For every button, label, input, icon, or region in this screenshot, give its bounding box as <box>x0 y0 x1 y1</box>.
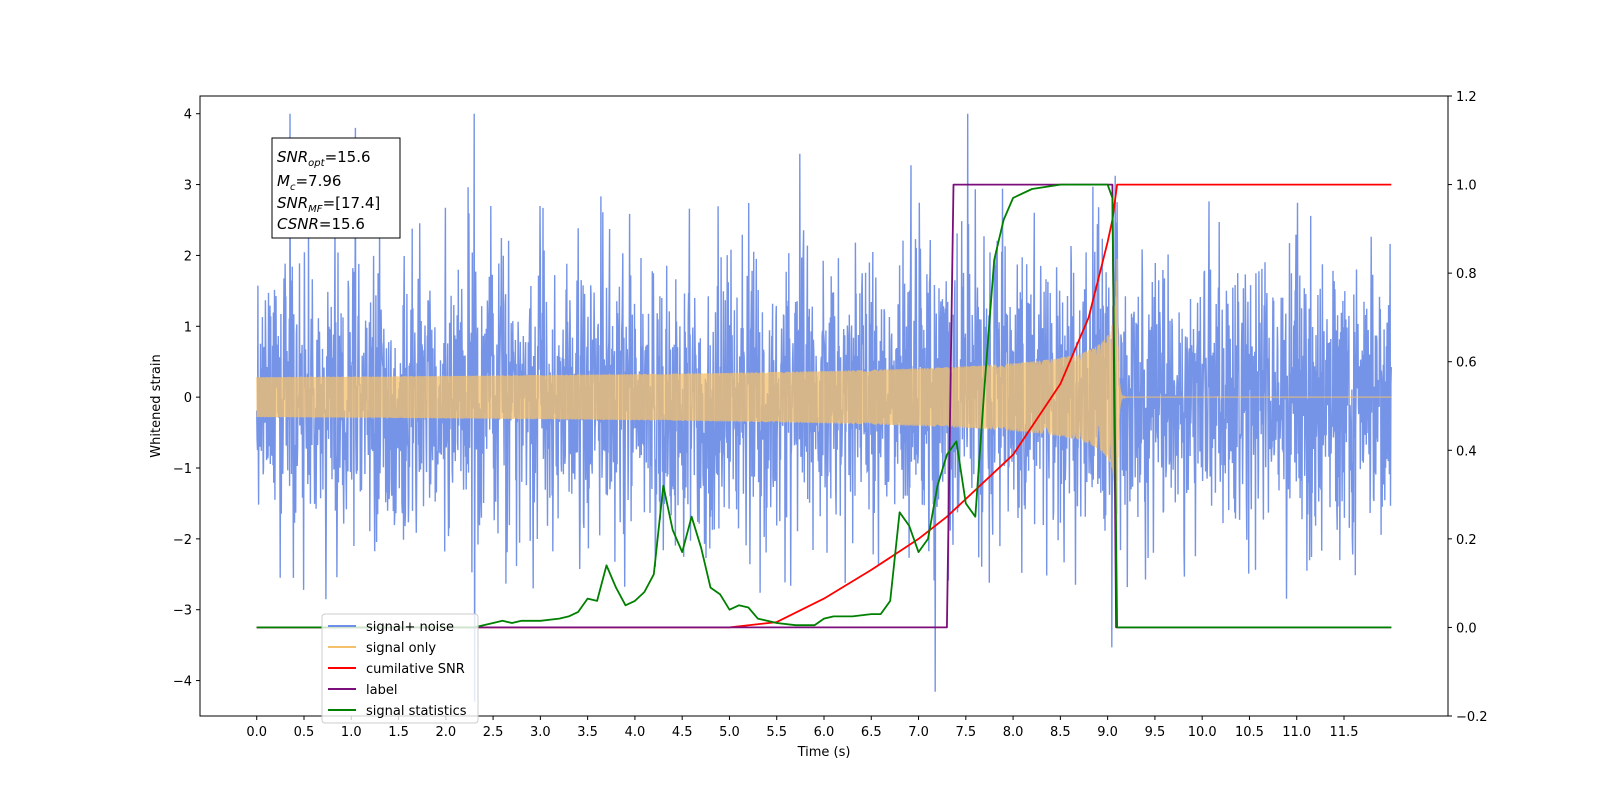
y-left-tick-label-1: −3 <box>173 604 192 619</box>
y-axis-right: −0.2 0.0 0.2 0.4 0.6 0.8 1.0 1.2 <box>1448 90 1488 725</box>
annotation-line-csnr: CSNR=15.6 <box>277 215 365 233</box>
x-tick-label-8: 4.0 <box>625 725 646 740</box>
y-left-tick-label-6: 2 <box>184 249 192 264</box>
series-signal-only <box>256 258 1392 528</box>
x-tick-label-12: 6.0 <box>814 725 835 740</box>
legend-label-signal-only: signal only <box>366 641 436 656</box>
y-right-tick-label-2: 0.2 <box>1456 533 1477 548</box>
y-right-tick-label-4: 0.6 <box>1456 356 1477 371</box>
y-left-tick-label-2: −2 <box>173 533 192 548</box>
x-tick-label-18: 9.0 <box>1097 725 1118 740</box>
y-right-tick-label-5: 0.8 <box>1456 267 1477 282</box>
x-tick-label-1: 0.5 <box>294 725 315 740</box>
y-right-tick-label-6: 1.0 <box>1456 179 1477 194</box>
x-tick-label-7: 3.5 <box>577 725 598 740</box>
x-tick-label-14: 7.0 <box>908 725 929 740</box>
y-left-tick-label-7: 3 <box>184 179 192 194</box>
x-tick-label-2: 1.0 <box>341 725 362 740</box>
annotation-line-snr-opt: SNRopt=15.6 <box>277 148 371 169</box>
y-left-tick-label-5: 1 <box>184 320 192 335</box>
x-axis-title: Time (s) <box>797 745 851 760</box>
x-tick-label-10: 5.0 <box>719 725 740 740</box>
legend-label-signal-noise: signal+ noise <box>366 620 454 635</box>
x-tick-label-13: 6.5 <box>861 725 882 740</box>
x-tick-label-16: 8.0 <box>1003 725 1024 740</box>
x-tick-label-17: 8.5 <box>1050 725 1071 740</box>
series-signal-statistics <box>256 183 1392 629</box>
y-right-tick-label-1: 0.0 <box>1456 621 1477 636</box>
x-tick-label-19: 9.5 <box>1145 725 1166 740</box>
legend-label-label: label <box>366 683 397 698</box>
legend: signal+ noise signal only cumilative SNR… <box>321 613 479 724</box>
annotation-box: SNRopt=15.6 Mc=7.96 SNRMF=[17.4] CSNR=15… <box>271 137 401 239</box>
y-axis-left: −4 −3 −2 −1 0 1 2 3 4 <box>173 108 200 690</box>
x-tick-label-23: 11.5 <box>1330 725 1359 740</box>
y-left-tick-label-4: 0 <box>184 391 192 406</box>
x-tick-label-21: 10.5 <box>1235 725 1264 740</box>
x-tick-label-6: 3.0 <box>530 725 551 740</box>
legend-label-cumulative-snr: cumilative SNR <box>366 662 465 677</box>
y-right-tick-label-0: −0.2 <box>1456 710 1488 725</box>
y-right-tick-label-7: 1.2 <box>1456 90 1477 105</box>
x-tick-label-22: 11.0 <box>1282 725 1311 740</box>
x-tick-label-0: 0.0 <box>246 725 267 740</box>
annotation-line-snr-mf: SNRMF=[17.4] <box>277 194 380 215</box>
y-right-tick-label-3: 0.4 <box>1456 444 1477 459</box>
x-tick-label-15: 7.5 <box>955 725 976 740</box>
legend-label-signal-statistics: signal statistics <box>366 704 467 719</box>
annotation-line-mc: Mc=7.96 <box>277 172 341 193</box>
x-tick-label-11: 5.5 <box>766 725 787 740</box>
x-tick-label-3: 1.5 <box>388 725 409 740</box>
y-left-tick-label-3: −1 <box>173 462 192 477</box>
y-axis-title: Whitened strain <box>149 354 164 457</box>
x-tick-label-5: 2.5 <box>483 725 504 740</box>
x-tick-label-9: 4.5 <box>672 725 693 740</box>
x-tick-label-4: 2.0 <box>435 725 456 740</box>
y-left-tick-label-8: 4 <box>184 108 192 123</box>
x-axis: 0.0 0.5 1.0 1.5 2.0 2.5 3.0 3.5 4.0 4.5 5.0 5.5 6.0 6… <box>246 716 1358 740</box>
y-left-tick-label-0: −4 <box>173 675 192 690</box>
series-layer <box>256 113 1392 702</box>
x-tick-label-20: 10.0 <box>1188 725 1217 740</box>
